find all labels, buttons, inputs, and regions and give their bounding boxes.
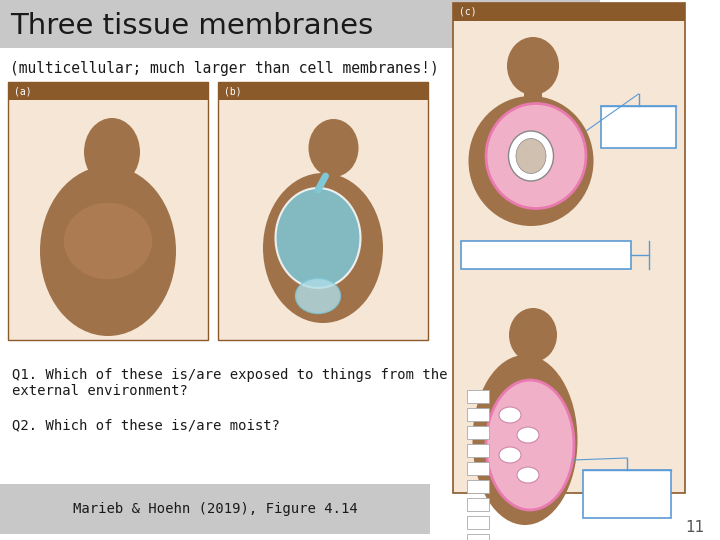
Bar bbox=[453, 3, 685, 21]
Bar bbox=[0, 0, 600, 48]
Bar bbox=[583, 470, 671, 518]
Text: Q2. Which of these is/are moist?: Q2. Which of these is/are moist? bbox=[12, 418, 280, 432]
Ellipse shape bbox=[295, 279, 341, 314]
Bar bbox=[601, 106, 676, 148]
Text: (multicellular; much larger than cell membranes!): (multicellular; much larger than cell me… bbox=[10, 60, 438, 76]
Ellipse shape bbox=[509, 308, 557, 362]
Bar bbox=[467, 498, 489, 511]
Bar bbox=[524, 92, 542, 110]
Text: (b): (b) bbox=[224, 86, 242, 96]
Bar bbox=[461, 241, 631, 269]
Bar bbox=[467, 426, 489, 439]
Ellipse shape bbox=[64, 202, 152, 279]
Bar bbox=[218, 82, 428, 100]
Ellipse shape bbox=[499, 447, 521, 463]
Ellipse shape bbox=[472, 355, 577, 525]
Ellipse shape bbox=[40, 166, 176, 336]
Ellipse shape bbox=[507, 37, 559, 95]
Bar bbox=[0, 484, 430, 534]
Bar bbox=[467, 390, 489, 403]
Text: Three tissue membranes: Three tissue membranes bbox=[10, 12, 373, 40]
Ellipse shape bbox=[499, 407, 521, 423]
Bar bbox=[467, 408, 489, 421]
Ellipse shape bbox=[469, 96, 593, 226]
Bar bbox=[8, 82, 208, 100]
Bar bbox=[467, 534, 489, 540]
Bar bbox=[467, 516, 489, 529]
Text: Marieb & Hoehn (2019), Figure 4.14: Marieb & Hoehn (2019), Figure 4.14 bbox=[73, 502, 357, 516]
Bar bbox=[467, 444, 489, 457]
Text: external environment?: external environment? bbox=[12, 384, 188, 398]
Bar bbox=[104, 181, 120, 201]
Ellipse shape bbox=[516, 138, 546, 173]
Bar bbox=[218, 82, 428, 340]
Ellipse shape bbox=[486, 104, 586, 208]
Text: (c): (c) bbox=[459, 7, 477, 17]
Ellipse shape bbox=[517, 427, 539, 443]
Text: (a): (a) bbox=[14, 86, 32, 96]
Ellipse shape bbox=[517, 467, 539, 483]
Text: 11: 11 bbox=[685, 521, 705, 536]
Ellipse shape bbox=[308, 119, 359, 177]
Bar bbox=[8, 82, 208, 340]
Ellipse shape bbox=[508, 131, 554, 181]
Ellipse shape bbox=[263, 173, 383, 323]
Ellipse shape bbox=[486, 380, 574, 510]
Bar bbox=[467, 480, 489, 493]
Ellipse shape bbox=[276, 188, 361, 288]
Bar bbox=[467, 462, 489, 475]
Ellipse shape bbox=[84, 118, 140, 186]
Text: Q1. Which of these is/are exposed to things from the: Q1. Which of these is/are exposed to thi… bbox=[12, 368, 448, 382]
Bar bbox=[453, 3, 685, 493]
